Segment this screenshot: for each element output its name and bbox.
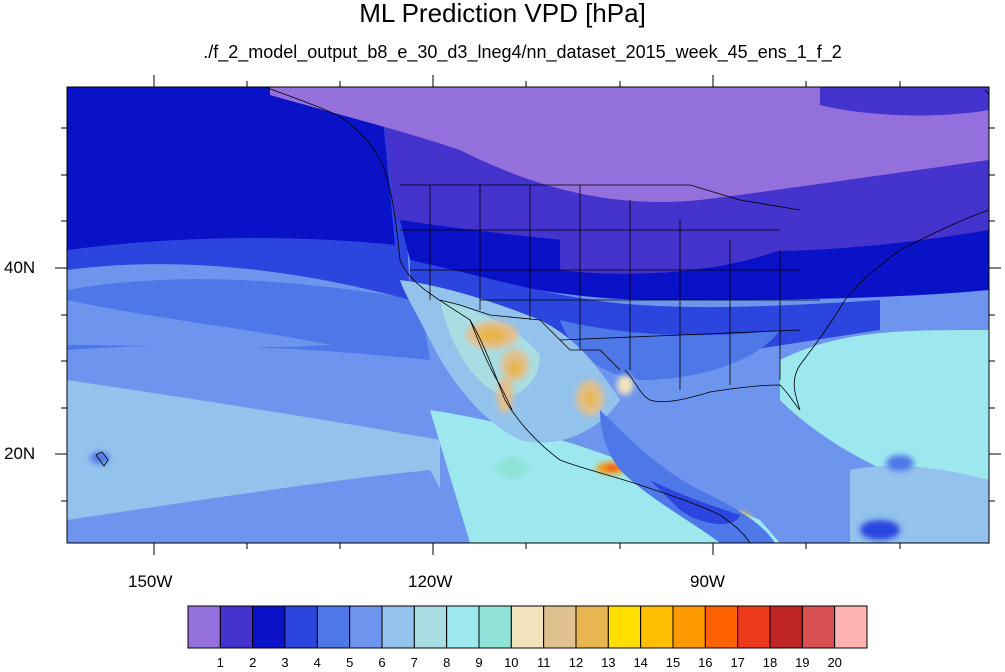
lat-label-20n: 20N [4, 444, 36, 463]
colorbar-swatch [284, 605, 318, 649]
colorbar-swatch [575, 605, 609, 649]
colorbar-swatch [413, 605, 448, 649]
coastlines [95, 87, 989, 543]
colorbar-tick-label: 12 [568, 655, 584, 670]
map-subtitle: ./f_2_model_output_b8_e_30_d3_lneg4/nn_d… [203, 42, 842, 62]
colorbar-swatch [316, 605, 351, 649]
colorbar-tick-label: 17 [730, 655, 745, 670]
colorbar-swatch [640, 605, 674, 649]
colorbar-swatch [801, 605, 836, 649]
colorbar-swatch [349, 605, 383, 649]
colorbar-swatch [737, 605, 771, 649]
colorbar-swatch [543, 605, 577, 649]
colorbar-tick-label: 10 [504, 655, 519, 670]
colorbar-tick-label: 8 [443, 655, 451, 670]
colorbar-swatch [252, 605, 286, 649]
colorbar-tick-label: 6 [378, 655, 386, 670]
colorbar-swatch [187, 605, 221, 649]
colorbar-swatch [510, 605, 545, 649]
colorbar-tick-label: 20 [827, 655, 842, 670]
vpd-field [67, 87, 989, 543]
lon-label-90w: 90W [690, 572, 725, 591]
colorbar-swatch [672, 605, 706, 649]
map-title: ML Prediction VPD [hPa] [359, 0, 646, 28]
colorbar-swatch [704, 605, 739, 649]
colorbar-tick-label: 2 [249, 655, 257, 670]
colorbar-tick-label: 3 [281, 655, 289, 670]
colorbar-tick-label: 9 [475, 655, 483, 670]
colorbar-swatch [446, 605, 480, 649]
colorbar-tick-label: 7 [410, 655, 418, 670]
colorbar-swatch [607, 605, 642, 649]
colorbar [187, 605, 868, 649]
colorbar-tick-label: 15 [665, 655, 681, 670]
lon-label-150w: 150W [128, 572, 173, 591]
colorbar-swatch [219, 605, 254, 649]
colorbar-tick-label: 19 [795, 655, 810, 670]
colorbar-swatch [478, 605, 512, 649]
colorbar-tick-label: 18 [762, 655, 778, 670]
lon-label-120w: 120W [408, 572, 453, 591]
colorbar-tick-label: 4 [313, 655, 321, 670]
axis-ticks [55, 75, 1001, 555]
colorbar-tick-label: 14 [633, 655, 648, 670]
colorbar-tick-label: 13 [601, 655, 616, 670]
colorbar-swatch [834, 605, 868, 649]
colorbar-swatch [381, 605, 415, 649]
colorbar-tick-label: 1 [216, 655, 224, 670]
lat-label-40n: 40N [4, 258, 36, 277]
colorbar-tick-label: 5 [346, 655, 354, 670]
colorbar-swatch [769, 605, 803, 649]
colorbar-tick-label: 16 [698, 655, 713, 670]
colorbar-tick-label: 11 [536, 655, 551, 670]
